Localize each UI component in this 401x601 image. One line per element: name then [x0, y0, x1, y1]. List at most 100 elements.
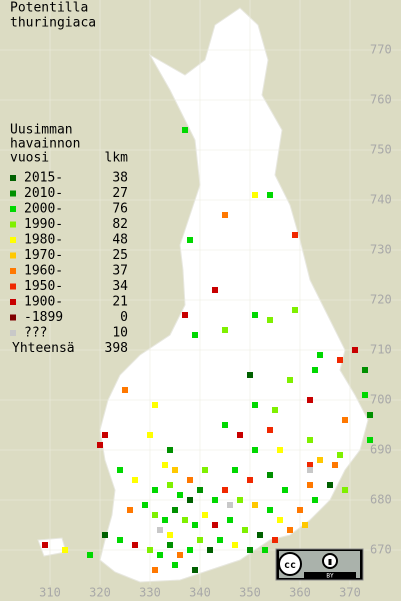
record-square — [127, 507, 133, 513]
record-square — [312, 497, 318, 503]
record-square — [157, 552, 163, 558]
record-square — [102, 532, 108, 538]
northing-label: 750 — [370, 143, 392, 157]
legend-heading: Uusimman — [10, 123, 73, 138]
record-square — [267, 472, 273, 478]
legend-label: 2015- — [24, 171, 63, 186]
legend-total-label: Yhteensä — [12, 341, 75, 356]
legend-label: 2010- — [24, 186, 63, 201]
record-square — [247, 477, 253, 483]
legend-swatch — [10, 206, 16, 212]
legend-count: 21 — [112, 295, 128, 310]
record-square — [102, 432, 108, 438]
land — [37, 7, 369, 583]
record-square — [132, 542, 138, 548]
record-square — [202, 467, 208, 473]
record-square — [317, 457, 323, 463]
easting-label: 320 — [89, 586, 111, 600]
record-square — [97, 442, 103, 448]
easting-label: 310 — [39, 586, 61, 600]
legend-heading: havainnon — [10, 137, 80, 152]
record-square — [222, 422, 228, 428]
record-square — [187, 547, 193, 553]
legend-swatch — [10, 268, 16, 274]
record-square — [172, 507, 178, 513]
record-square — [152, 567, 158, 573]
legend-label: 1990- — [24, 217, 63, 232]
record-square — [302, 522, 308, 528]
record-square — [362, 367, 368, 373]
record-square — [182, 127, 188, 133]
record-square — [162, 517, 168, 523]
record-square — [167, 542, 173, 548]
legend-total: 398 — [105, 341, 128, 356]
record-square — [192, 567, 198, 573]
title: thuringiaca — [10, 16, 96, 31]
legend-label: -1899 — [24, 310, 63, 325]
legend-label: ??? — [24, 326, 47, 341]
record-square — [252, 192, 258, 198]
record-square — [182, 517, 188, 523]
northing-label: 710 — [370, 343, 392, 357]
record-square — [277, 447, 283, 453]
legend-swatch — [10, 221, 16, 228]
record-square — [192, 332, 198, 338]
record-square — [152, 512, 158, 518]
record-square — [327, 482, 333, 488]
legend-swatch — [10, 299, 16, 305]
record-square — [252, 402, 258, 408]
record-square — [252, 312, 258, 318]
easting-label: 330 — [139, 586, 161, 600]
record-square — [312, 367, 318, 373]
record-square — [252, 502, 258, 508]
record-square — [152, 487, 158, 493]
record-square — [342, 487, 348, 493]
record-square — [182, 312, 188, 318]
record-square — [222, 487, 228, 493]
record-square — [272, 407, 278, 413]
record-square — [202, 512, 208, 518]
record-square — [277, 517, 283, 523]
record-square — [207, 547, 213, 553]
record-square — [117, 537, 123, 543]
northing-label: 740 — [370, 193, 392, 207]
legend-count: 76 — [112, 202, 128, 217]
legend-swatch — [10, 283, 16, 290]
legend-swatch — [10, 252, 16, 259]
record-square — [337, 452, 343, 458]
record-square — [167, 532, 173, 538]
record-square — [177, 492, 183, 498]
northing-label: 670 — [370, 543, 392, 557]
record-square — [172, 562, 178, 568]
record-square — [187, 477, 193, 483]
easting-label: 370 — [339, 586, 361, 600]
northing-label: 700 — [370, 393, 392, 407]
record-square — [362, 392, 368, 398]
record-square — [292, 307, 298, 313]
record-square — [297, 507, 303, 513]
record-square — [367, 412, 373, 418]
record-square — [152, 402, 158, 408]
legend-swatch — [10, 330, 16, 336]
record-square — [267, 427, 273, 433]
easting-label: 360 — [289, 586, 311, 600]
northing-label: 730 — [370, 243, 392, 257]
legend-swatch — [10, 237, 16, 243]
record-square — [237, 432, 243, 438]
legend-count: 27 — [112, 186, 128, 201]
record-square — [132, 477, 138, 483]
record-square — [252, 447, 258, 453]
record-square — [267, 507, 273, 513]
record-square — [147, 432, 153, 438]
record-square — [212, 287, 218, 293]
record-square — [287, 377, 293, 383]
record-square — [282, 487, 288, 493]
legend-count-heading: lkm — [105, 151, 129, 166]
record-square — [167, 447, 173, 453]
record-square — [167, 482, 173, 488]
legend-count: 0 — [120, 310, 128, 325]
record-square — [232, 467, 238, 473]
record-square — [367, 437, 373, 443]
svg-text:cc: cc — [284, 560, 296, 571]
record-square — [247, 547, 253, 553]
